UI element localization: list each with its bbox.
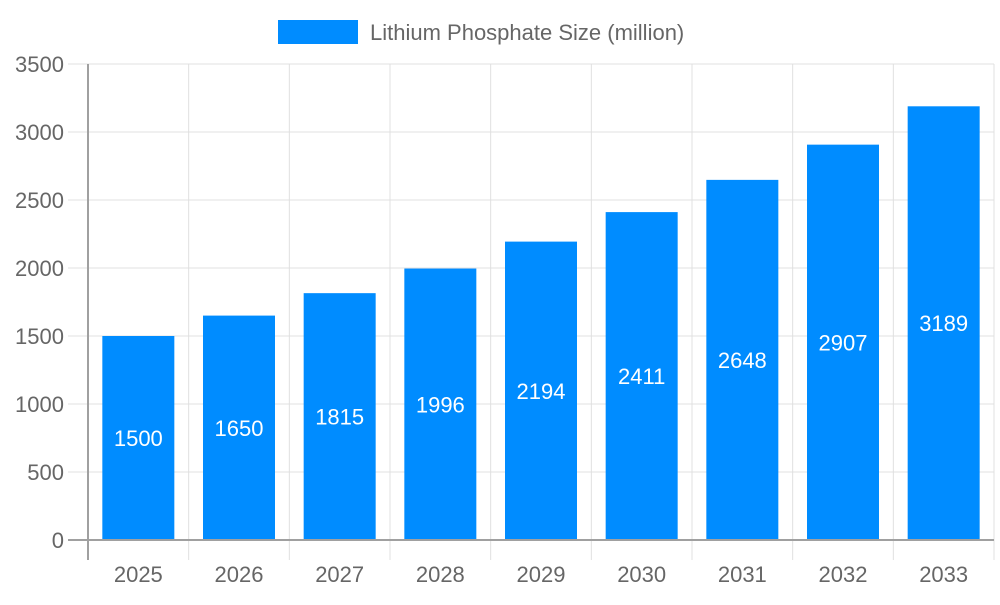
y-tick-label: 500 [27,460,64,485]
x-tick-label: 2028 [416,562,465,587]
data-label: 2411 [618,364,665,389]
legend-label: Lithium Phosphate Size (million) [370,20,684,45]
bar [907,106,980,541]
data-label: 2648 [718,348,767,373]
y-tick-label: 2000 [15,256,64,281]
data-label: 1500 [114,426,163,451]
data-label: 1996 [416,392,465,417]
x-tick-label: 2027 [315,562,364,587]
x-tick-label: 2031 [718,562,767,587]
bar [203,315,275,540]
data-label: 1650 [215,416,264,441]
x-tick-label: 2033 [919,562,968,587]
y-tick-label: 0 [52,528,64,553]
bar [404,268,477,540]
x-tick-label: 2029 [517,562,566,587]
y-tick-label: 3500 [15,52,64,77]
data-label: 2907 [819,330,868,355]
bar [706,179,779,540]
legend-swatch [278,20,358,44]
y-tick-label: 1000 [15,392,64,417]
bar [303,293,376,540]
data-label: 3189 [919,311,968,336]
y-tick-label: 2500 [15,188,64,213]
x-tick-label: 2025 [114,562,163,587]
x-tick-label: 2026 [215,562,264,587]
y-tick-label: 1500 [15,324,64,349]
x-tick-label: 2030 [617,562,666,587]
data-label: 2194 [517,379,566,404]
x-tick-label: 2032 [819,562,868,587]
bar [807,144,879,540]
data-label: 1815 [315,405,364,430]
y-tick-label: 3000 [15,120,64,145]
bar [102,336,175,540]
bar [505,241,577,540]
bar [605,212,678,540]
